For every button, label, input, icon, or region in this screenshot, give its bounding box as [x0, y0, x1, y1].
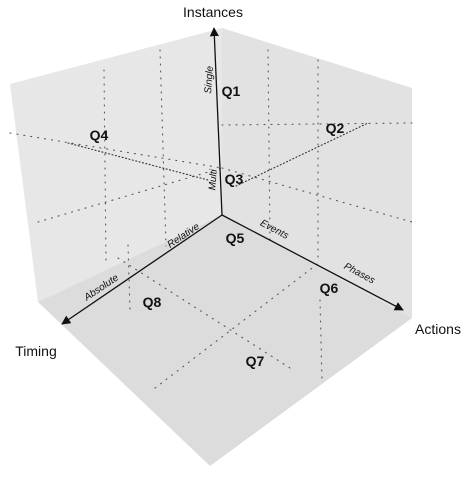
q4-projection-line — [67, 142, 209, 181]
actions-axis-title: Actions — [415, 321, 461, 337]
quadrant-label-q1: Q1 — [222, 83, 241, 99]
grid-line — [9, 132, 223, 169]
quadrant-label-q5: Q5 — [226, 230, 245, 246]
back-panel-right — [222, 28, 412, 318]
instances-axis-title: Instances — [183, 4, 243, 20]
quadrant-label-q3: Q3 — [225, 171, 244, 187]
quadrant-label-q7: Q7 — [246, 353, 265, 369]
timing-axis-title: Timing — [15, 343, 57, 359]
instances-near-label: Multi — [207, 168, 220, 191]
quadrant-label-q4: Q4 — [90, 127, 109, 143]
instances-axis — [209, 27, 223, 216]
q2-projection-line — [235, 122, 369, 187]
timing-axis — [61, 214, 223, 325]
quadrant-label-q2: Q2 — [326, 120, 345, 136]
actions-axis — [221, 214, 404, 311]
grid-line — [221, 167, 413, 223]
floor-panel — [38, 215, 412, 466]
quadrant-label-q6: Q6 — [320, 280, 339, 296]
quadrant-label-q8: Q8 — [143, 294, 162, 310]
back-panel-left — [10, 28, 222, 302]
grid-line — [159, 49, 167, 247]
grid-line — [154, 261, 321, 389]
instances-far-label: Single — [203, 65, 216, 94]
